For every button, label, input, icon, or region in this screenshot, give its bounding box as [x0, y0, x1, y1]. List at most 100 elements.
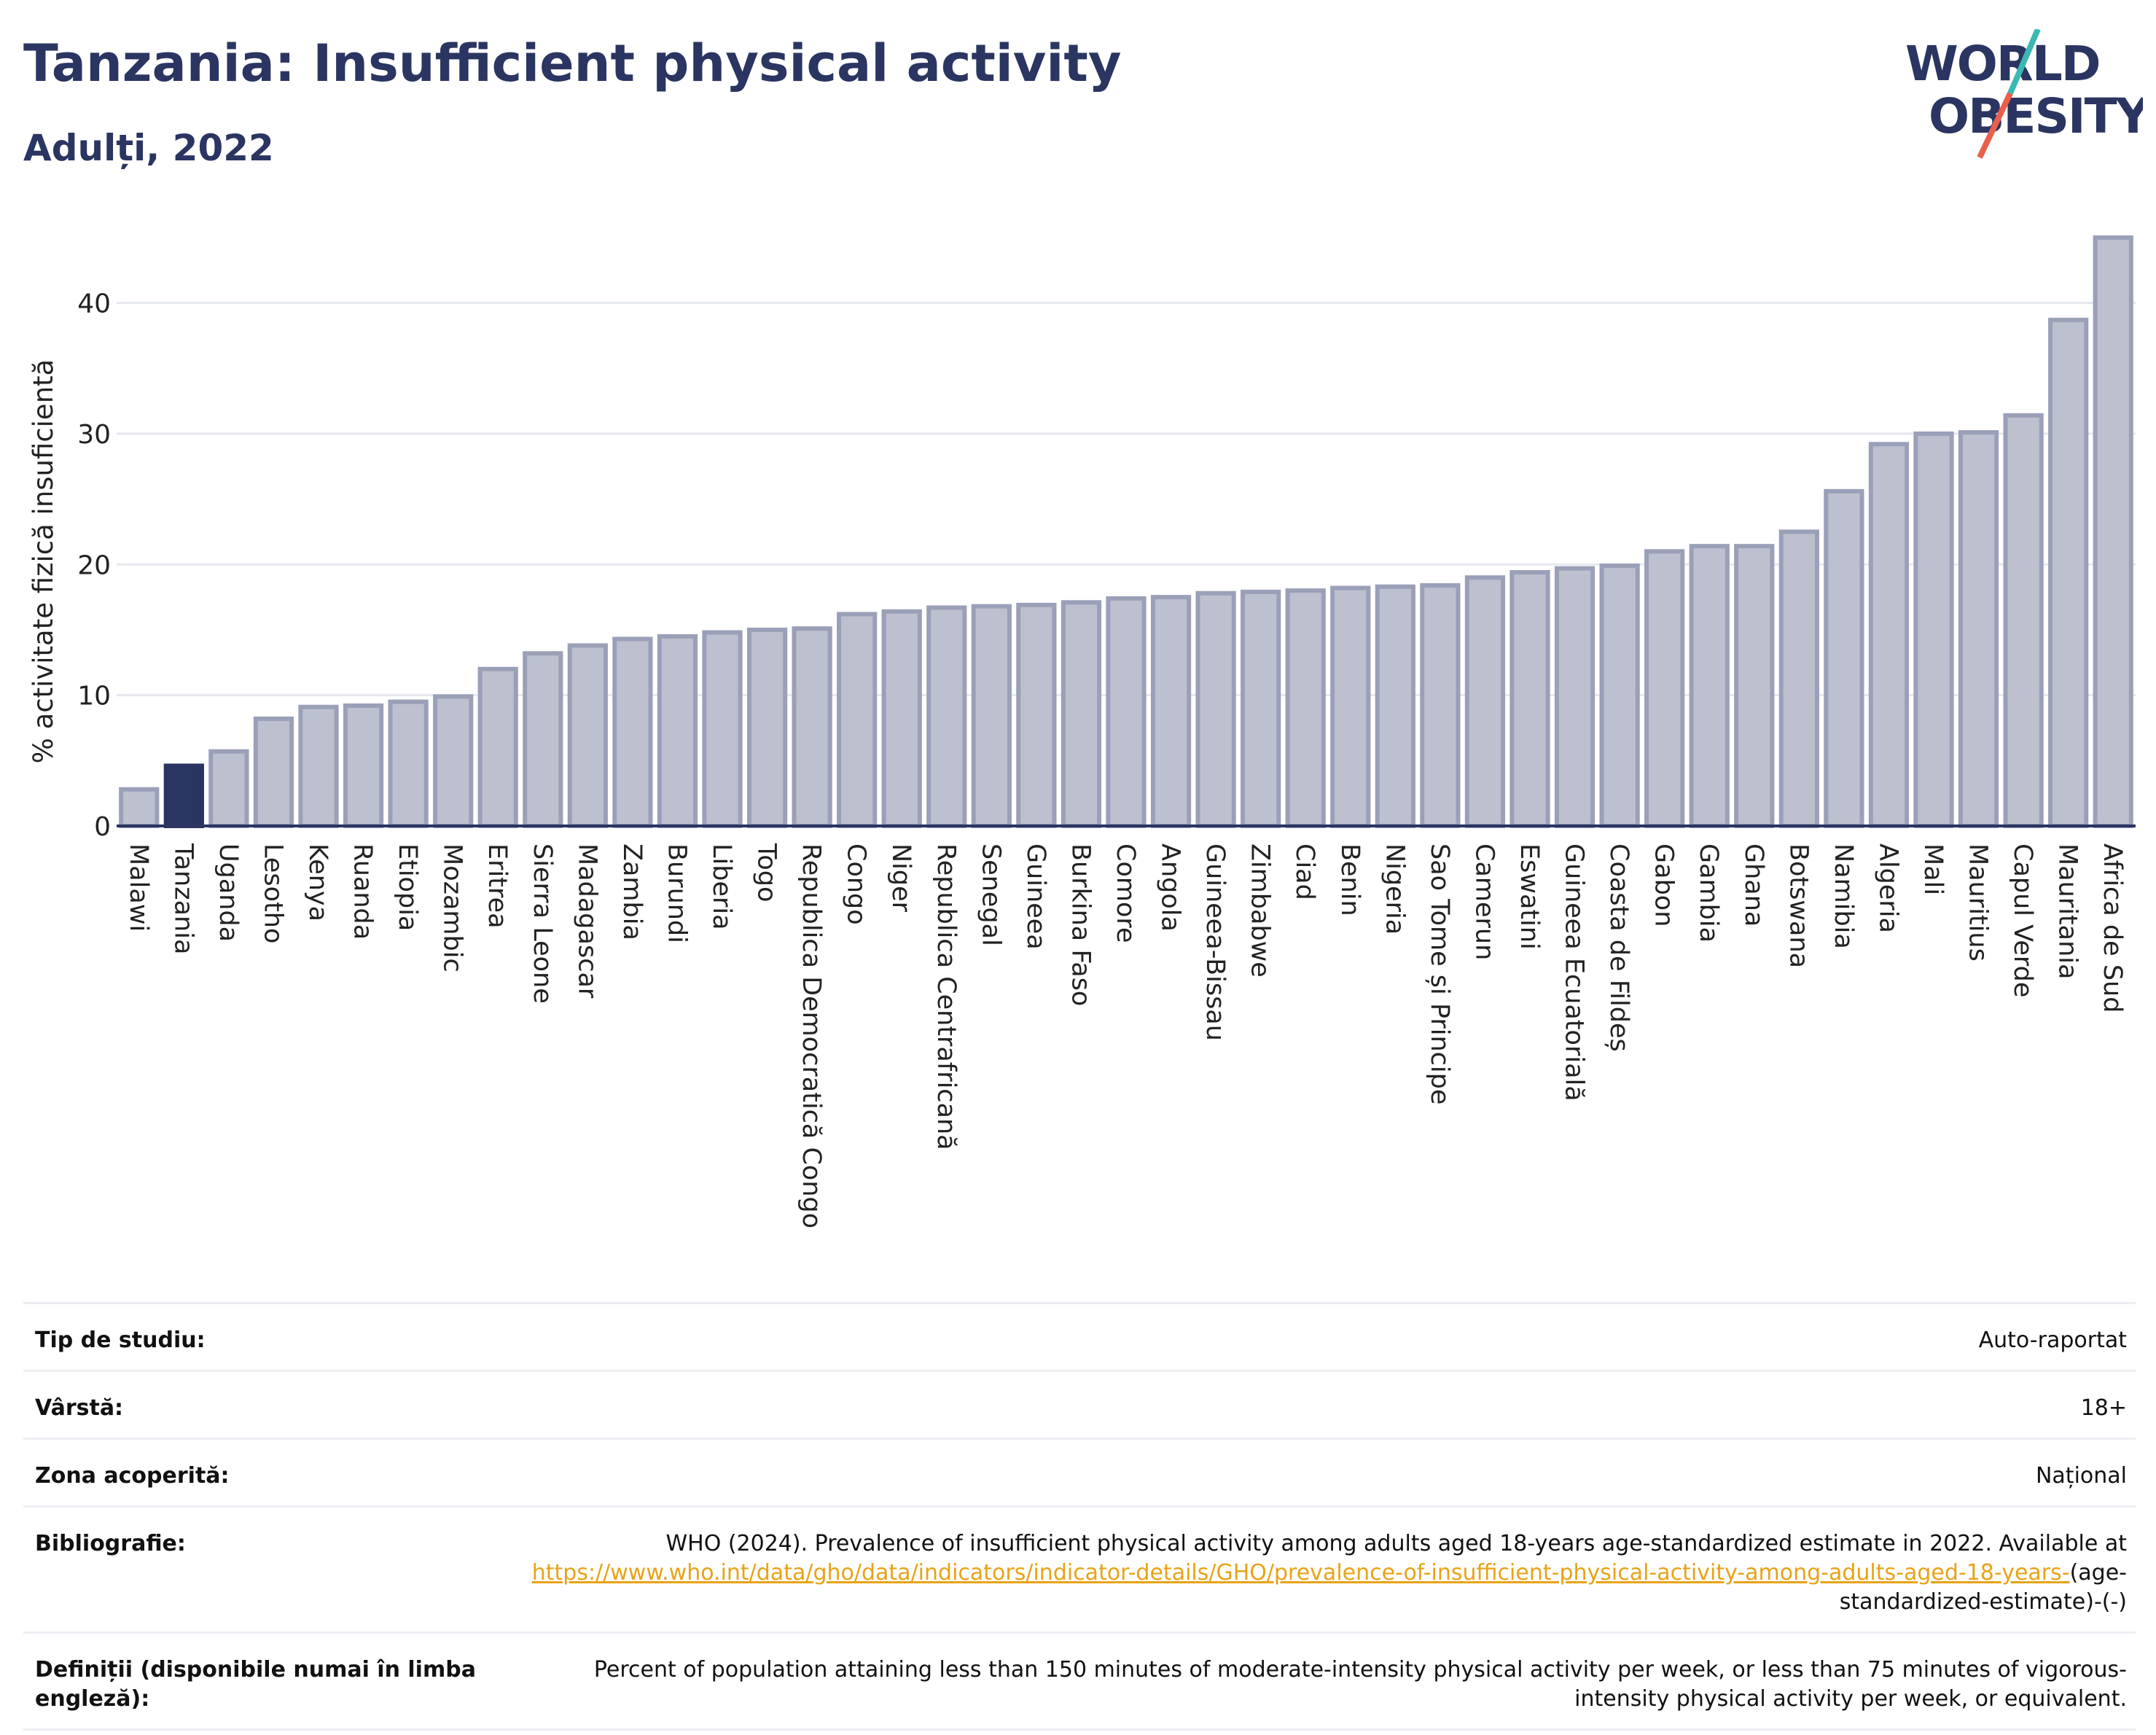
study-type-value: Auto-raportat: [1978, 1327, 2127, 1353]
bar: [837, 612, 878, 828]
x-tick-label: Lesotho: [258, 843, 287, 943]
bar: [1016, 602, 1057, 828]
x-tick-label: Zimbabwe: [1246, 843, 1275, 978]
bar: [1509, 570, 1550, 828]
bar: [477, 666, 518, 828]
bar: [208, 749, 249, 828]
bar-layer: [117, 235, 2136, 829]
logo-line-2: OBESITY: [1929, 88, 2143, 144]
bar: [612, 636, 653, 828]
bar: [971, 604, 1012, 829]
x-tick-label: Republica Democratică Congo: [797, 843, 826, 1228]
y-tick-label: 30: [77, 420, 111, 450]
x-tick-label: Benin: [1335, 843, 1364, 916]
page-subtitle: Adulți, 2022: [23, 127, 274, 169]
x-tick-label: Botswana: [1784, 843, 1813, 968]
bar: [1689, 544, 1730, 828]
bar: [1420, 582, 1461, 829]
x-tick-label: Mauritania: [2053, 843, 2082, 979]
bar: [792, 626, 832, 828]
x-tick-label: Coasta de Fildeș: [1604, 843, 1633, 1052]
bar: [388, 699, 429, 828]
bar: [1913, 431, 1954, 828]
coverage-label: Zona acoperită:: [35, 1463, 230, 1489]
bar: [567, 643, 608, 828]
world-obesity-logo: WORLD OBESITY: [1905, 29, 2143, 159]
y-tick-label: 10: [77, 682, 111, 711]
bibliography-label: Bibliografie:: [35, 1531, 186, 1556]
x-tick-label: Ruanda: [348, 843, 378, 940]
y-axis-label: % activitate fizică insuficientă: [28, 359, 59, 764]
x-tick-label: Congo: [842, 843, 871, 925]
x-tick-label: Eswatini: [1515, 843, 1544, 950]
x-tick-label: Eritrea: [483, 843, 512, 929]
bar: [119, 787, 160, 828]
y-tick-label: 20: [77, 550, 111, 580]
x-tick-label: Sierra Leone: [528, 843, 557, 1004]
bar: [702, 630, 743, 828]
bar: [926, 605, 967, 828]
x-tick-label: Malawi: [124, 843, 153, 932]
info-row-definitions: Definiții (disponibile numai în limba en…: [23, 1634, 2136, 1731]
info-row-study-type: Tip de studiu: Auto-raportat: [23, 1302, 2136, 1372]
bar: [2003, 413, 2044, 828]
info-row-age: Vârstă: 18+: [23, 1372, 2136, 1440]
x-tick-label: Niger: [886, 843, 915, 913]
x-tick-label: Etiopia: [393, 843, 422, 931]
x-tick-label: Guineea: [1021, 843, 1050, 950]
bar: [1195, 590, 1236, 828]
bar: [1285, 588, 1326, 828]
bar: [1824, 488, 1864, 828]
bar: [1734, 544, 1775, 828]
x-tick-label: Kenya: [303, 843, 332, 921]
x-tick-label: Gabon: [1649, 843, 1679, 927]
x-tick-label: Gambia: [1694, 843, 1723, 943]
x-tick-label: Namibia: [1829, 843, 1858, 949]
bar: [253, 716, 294, 828]
info-table: Tip de studiu: Auto-raportat Vârstă: 18+…: [23, 1302, 2136, 1731]
x-tick-label: Uganda: [214, 843, 243, 942]
x-tick-label: Burundi: [662, 843, 691, 943]
bar: [523, 651, 563, 828]
bar: [1868, 442, 1910, 828]
x-tick-label: Zambia: [617, 843, 647, 940]
x-tick-label: Senegal: [976, 843, 1005, 946]
logo-line-1: WORLD: [1905, 36, 2100, 92]
info-row-coverage: Zona acoperită: Național: [23, 1440, 2136, 1508]
x-tick-label: Ciad: [1290, 843, 1319, 900]
bar: [1464, 575, 1506, 828]
x-tick-label: Republica Centrafricană: [931, 843, 961, 1150]
x-tick-label: Mozambic: [438, 843, 467, 972]
x-tick-label: Africa de Sud: [2098, 843, 2127, 1013]
x-tick-label: Camerun: [1469, 843, 1499, 960]
x-tick-label: Mali: [1918, 843, 1948, 895]
bar: [1106, 596, 1147, 828]
bar: [657, 633, 698, 828]
x-tick-label: Togo: [752, 843, 781, 902]
age-label: Vârstă:: [35, 1395, 124, 1421]
x-tick-label: Comore: [1111, 843, 1140, 943]
x-tick-label: Guineea-Bissau: [1200, 843, 1230, 1041]
bar: [2093, 235, 2133, 829]
bar: [1241, 589, 1281, 828]
bar: [1958, 430, 1999, 828]
y-tick-label: 40: [77, 289, 111, 319]
bar: [343, 703, 384, 829]
bar: [1061, 600, 1102, 828]
label-layer: 0 10 20 30 40 Malawi Tanzania Uganda Lesotho Keny…: [77, 289, 2127, 1229]
bar: [433, 694, 474, 828]
x-tick-label: Nigeria: [1380, 843, 1409, 935]
bibliography-link[interactable]: https://www.who.int/data/gho/data/indica…: [531, 1560, 2070, 1586]
logo-slash-teal: [2007, 29, 2041, 95]
bibliography-text: WHO (2024). Prevalence of insufficient p…: [665, 1531, 2127, 1556]
info-row-bibliography: Bibliografie: WHO (2024). Prevalence of …: [23, 1508, 2136, 1634]
bar: [163, 763, 204, 829]
x-tick-label: Tanzania: [168, 843, 198, 954]
age-value: 18+: [2080, 1395, 2127, 1421]
bar: [1554, 566, 1595, 829]
bibliography-value: WHO (2024). Prevalence of insufficient p…: [523, 1529, 2127, 1617]
x-tick-label: Ghana: [1739, 843, 1768, 927]
x-tick-label: Algeria: [1873, 843, 1902, 933]
x-tick-label: Burkina Faso: [1066, 843, 1095, 1006]
bar: [1599, 564, 1640, 828]
